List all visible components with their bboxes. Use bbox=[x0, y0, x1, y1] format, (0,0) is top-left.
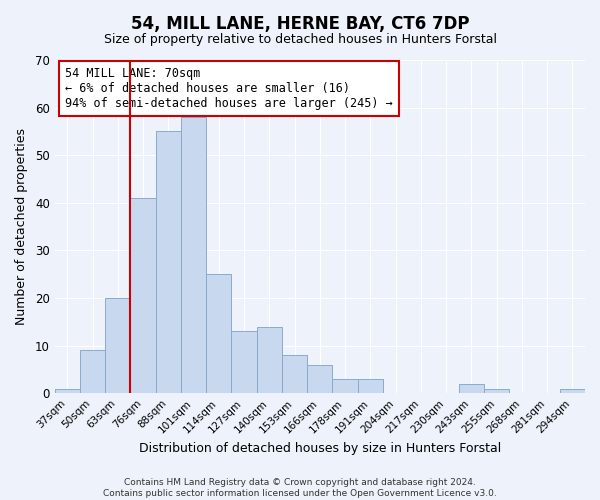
Y-axis label: Number of detached properties: Number of detached properties bbox=[15, 128, 28, 325]
Bar bbox=[130, 198, 155, 394]
Bar bbox=[358, 379, 383, 394]
Text: Contains HM Land Registry data © Crown copyright and database right 2024.
Contai: Contains HM Land Registry data © Crown c… bbox=[103, 478, 497, 498]
Bar bbox=[332, 379, 358, 394]
Bar bbox=[80, 350, 105, 394]
Bar bbox=[206, 274, 232, 394]
Bar bbox=[307, 365, 332, 394]
Bar bbox=[155, 132, 181, 394]
Bar bbox=[181, 117, 206, 394]
Text: Size of property relative to detached houses in Hunters Forstal: Size of property relative to detached ho… bbox=[104, 32, 497, 46]
Text: 54 MILL LANE: 70sqm
← 6% of detached houses are smaller (16)
94% of semi-detache: 54 MILL LANE: 70sqm ← 6% of detached hou… bbox=[65, 66, 393, 110]
Bar bbox=[282, 355, 307, 394]
Bar bbox=[257, 326, 282, 394]
Bar bbox=[55, 388, 80, 394]
Bar bbox=[560, 388, 585, 394]
X-axis label: Distribution of detached houses by size in Hunters Forstal: Distribution of detached houses by size … bbox=[139, 442, 501, 455]
Bar bbox=[459, 384, 484, 394]
Bar bbox=[105, 298, 130, 394]
Bar bbox=[484, 388, 509, 394]
Bar bbox=[232, 332, 257, 394]
Text: 54, MILL LANE, HERNE BAY, CT6 7DP: 54, MILL LANE, HERNE BAY, CT6 7DP bbox=[131, 15, 469, 33]
